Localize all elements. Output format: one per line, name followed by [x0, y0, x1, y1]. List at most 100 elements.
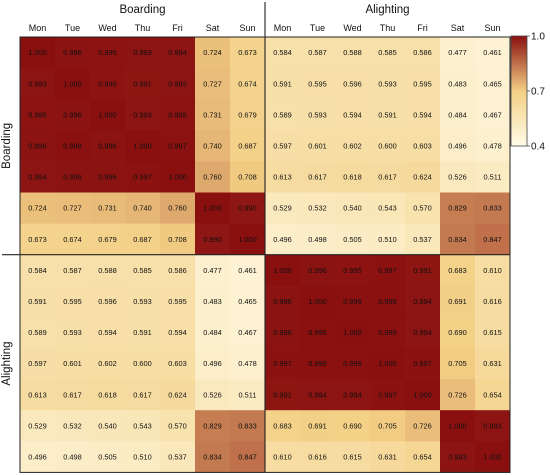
cell-value-label: 0.594: [98, 328, 117, 337]
heatmap-cell: [90, 348, 126, 380]
heatmap-cell: [405, 316, 441, 349]
heatmap-cell: [20, 161, 56, 193]
cell-value-label: 0.624: [413, 173, 432, 182]
heatmap-cell: [230, 348, 266, 380]
cell-value-label: 0.595: [168, 297, 187, 306]
cell-value-label: 0.993: [133, 48, 152, 57]
heatmap-cell: [405, 379, 441, 411]
heatmap-cell: [335, 99, 371, 131]
column-tick-label: Mon: [29, 23, 47, 33]
heatmap-cell: [90, 441, 126, 473]
cell-value-label: 0.484: [203, 328, 222, 337]
heatmap-cell: [20, 223, 56, 256]
heatmap-cell: [160, 254, 196, 287]
cell-value-label: 0.847: [483, 235, 502, 244]
row-group-label: Alighting: [1, 341, 13, 385]
cell-value-label: 0.996: [28, 141, 47, 150]
heatmap-cell: [230, 68, 266, 100]
cell-value-label: 0.593: [133, 297, 152, 306]
cell-value-label: 0.993: [448, 452, 467, 461]
cell-value-label: 0.996: [273, 328, 292, 337]
cell-value-label: 0.526: [448, 173, 467, 182]
heatmap-cell: [230, 254, 266, 287]
cell-value-label: 0.477: [203, 266, 222, 275]
cell-value-label: 0.610: [483, 266, 502, 275]
cell-value-label: 0.496: [203, 359, 222, 368]
cell-value-label: 0.683: [448, 266, 467, 275]
heatmap-cell: [195, 192, 231, 224]
cell-value-label: 0.483: [448, 79, 467, 88]
heatmap-cell: [125, 254, 161, 287]
cell-value-label: 0.591: [133, 328, 152, 337]
heatmap-cell: [475, 348, 511, 380]
heatmap-cell: [265, 285, 301, 318]
heatmap-cell: [300, 316, 336, 349]
cell-value-label: 0.994: [413, 297, 432, 306]
cell-value-label: 0.587: [63, 266, 82, 275]
heatmap-cell: [230, 130, 266, 162]
heatmap-cell: [55, 379, 91, 411]
heatmap-cell: [90, 410, 126, 442]
cell-value-label: 0.615: [483, 328, 502, 337]
heatmap-cell: [370, 254, 406, 287]
heatmap-cell: [475, 192, 511, 224]
heatmap-cell: [195, 99, 231, 131]
heatmap-cell: [300, 348, 336, 380]
heatmap-cell: [20, 285, 56, 318]
cell-value-label: 0.994: [343, 390, 362, 399]
heatmap-cell: [440, 68, 476, 100]
heatmap-cell: [55, 130, 91, 162]
heatmap-cell: [160, 99, 196, 131]
heatmap-cell: [440, 161, 476, 193]
heatmap-cell: [90, 316, 126, 349]
heatmap-cell: [405, 285, 441, 318]
cell-value-label: 1.000: [378, 359, 397, 368]
cell-value-label: 0.585: [378, 48, 397, 57]
cell-value-label: 0.505: [98, 452, 117, 461]
heatmap-cell: [405, 99, 441, 131]
cell-value-label: 0.597: [28, 359, 47, 368]
heatmap-cell: [475, 130, 511, 162]
heatmap-cell: [300, 410, 336, 442]
cell-value-label: 0.996: [273, 297, 292, 306]
cell-value-label: 0.478: [238, 359, 257, 368]
heatmap-cell: [335, 161, 371, 193]
cell-value-label: 0.591: [28, 297, 47, 306]
heatmap-cell: [405, 441, 441, 473]
heatmap-cell: [335, 130, 371, 162]
heatmap-cell: [20, 441, 56, 473]
cell-value-label: 0.999: [378, 297, 397, 306]
heatmap-cell: [405, 348, 441, 380]
cell-value-label: 0.995: [168, 110, 187, 119]
heatmap-cell: [265, 192, 301, 224]
heatmap-cell: [475, 441, 511, 473]
cell-value-label: 0.998: [63, 141, 82, 150]
heatmap-cell: [125, 223, 161, 256]
heatmap-cell: [125, 441, 161, 473]
heatmap-cell: [265, 68, 301, 100]
heatmap-cell: [55, 223, 91, 256]
heatmap-cell: [370, 316, 406, 349]
cell-value-label: 1.000: [28, 48, 47, 57]
cell-value-label: 0.570: [168, 421, 187, 430]
heatmap-cell: [125, 192, 161, 224]
heatmap-cell: [160, 130, 196, 162]
cell-value-label: 0.618: [98, 390, 117, 399]
heatmap-cell: [475, 285, 511, 318]
heatmap-cell: [370, 130, 406, 162]
cell-value-label: 0.595: [308, 79, 327, 88]
heatmap-cell: [230, 379, 266, 411]
cell-value-label: 0.690: [448, 328, 467, 337]
cell-value-label: 0.586: [413, 48, 432, 57]
cell-value-label: 0.996: [63, 48, 82, 57]
cell-value-label: 0.465: [238, 297, 257, 306]
cell-value-label: 0.595: [413, 79, 432, 88]
heatmap-cell: [475, 410, 511, 442]
heatmap-cell: [195, 130, 231, 162]
colorbar-tick-label: 0.7: [531, 87, 545, 98]
cell-value-label: 0.691: [448, 297, 467, 306]
heatmap-cell: [195, 161, 231, 193]
heatmap-cell: [160, 348, 196, 380]
heatmap-cell: [55, 441, 91, 473]
heatmap-cell: [475, 254, 511, 287]
